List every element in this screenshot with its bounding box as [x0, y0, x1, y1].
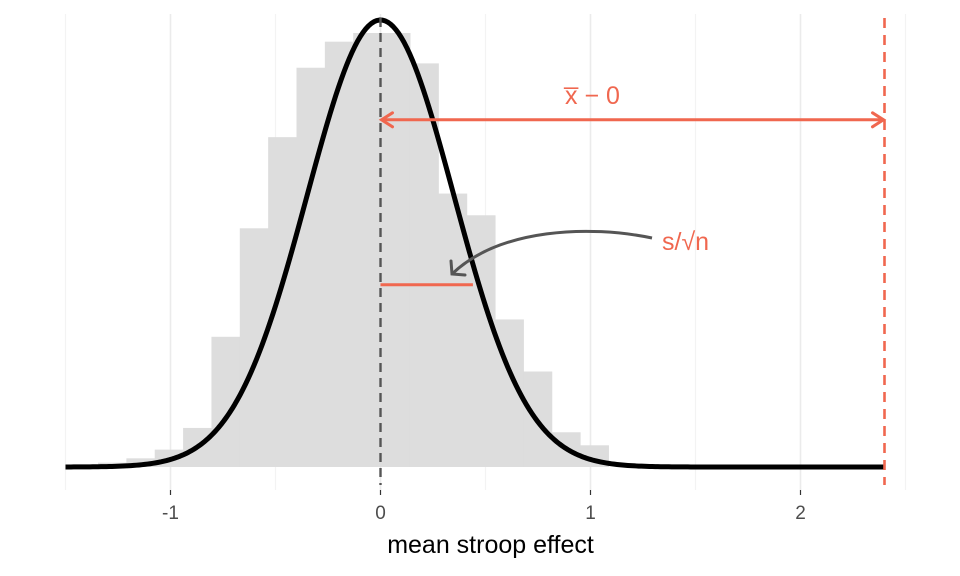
arrowhead-left	[378, 111, 394, 129]
histogram-bar	[296, 67, 326, 467]
histogram	[98, 33, 609, 468]
x-tick-label: 1	[585, 503, 596, 524]
x-tick-label: 2	[795, 503, 806, 524]
x-axis-title: mean stroop effect	[387, 531, 594, 559]
x-tick-label: 0	[375, 503, 386, 524]
histogram-bar	[239, 228, 269, 467]
standard-error-pointer-head	[449, 259, 467, 277]
x-axis: -1 0 1 2	[162, 490, 806, 524]
mean-difference-label: x̅ − 0	[563, 82, 620, 110]
histogram-bar	[353, 33, 383, 467]
standard-error-pointer	[450, 229, 653, 276]
histogram-bar	[268, 137, 298, 467]
density-curve	[65, 17, 885, 470]
x-tick-label: -1	[162, 503, 179, 524]
standard-error-label: s/√n	[662, 228, 709, 256]
mean-difference-arrow	[378, 111, 887, 129]
histogram-bar	[381, 33, 411, 467]
histogram-bar	[438, 193, 468, 467]
arrowhead-right	[871, 111, 887, 129]
histogram-bar	[324, 41, 354, 468]
